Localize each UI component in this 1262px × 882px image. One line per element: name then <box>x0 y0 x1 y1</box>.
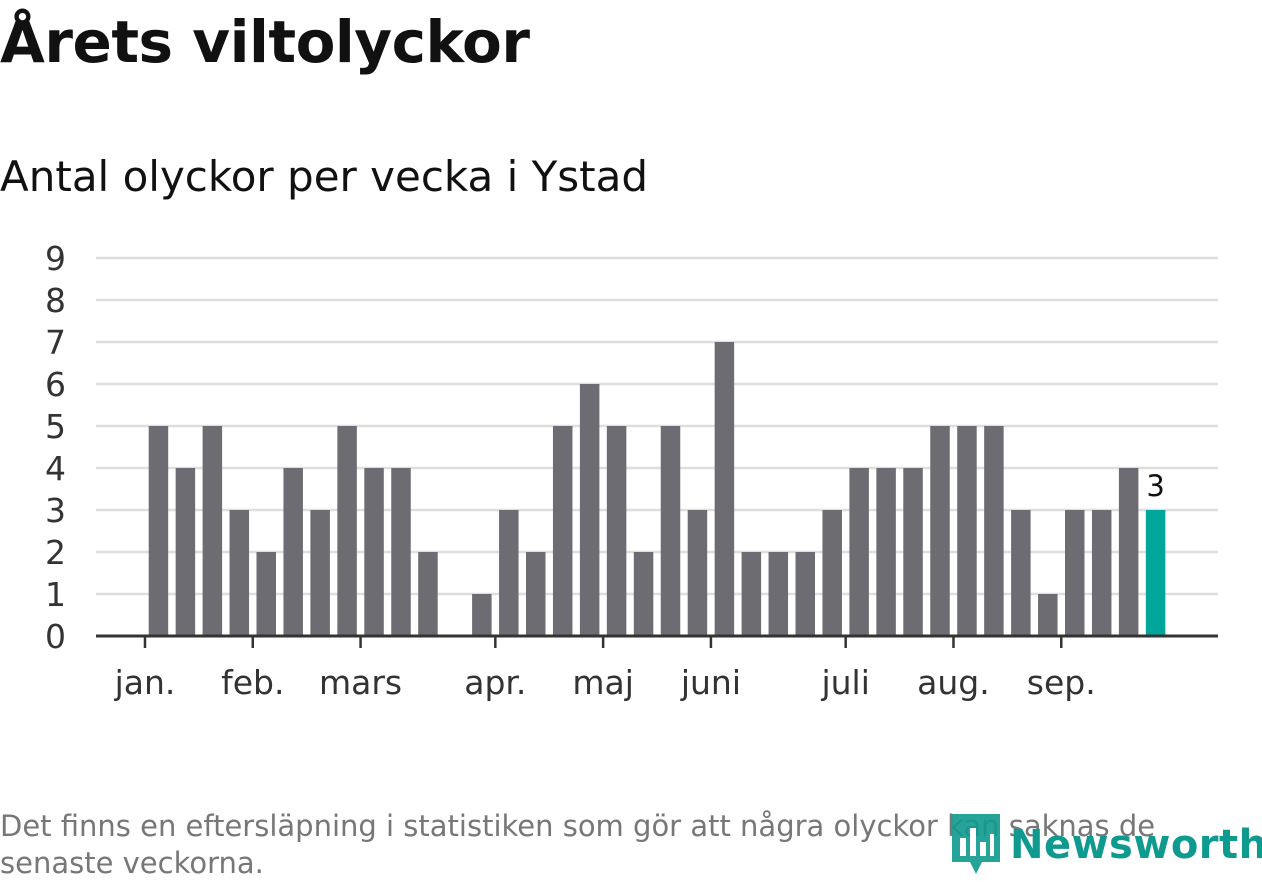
bar <box>984 426 1004 636</box>
x-tick-label: apr. <box>464 663 526 702</box>
bar <box>499 510 519 636</box>
bar <box>256 552 276 636</box>
y-tick-label: 2 <box>45 533 66 572</box>
x-tick-label: aug. <box>917 663 990 702</box>
bar <box>391 468 411 636</box>
bar <box>822 510 842 636</box>
y-tick-label: 9 <box>45 239 66 278</box>
x-tick-label: sep. <box>1027 663 1096 702</box>
bar <box>175 468 196 636</box>
data-label: 3 <box>1146 469 1164 503</box>
bar <box>364 468 384 636</box>
newsworthy-logo-icon <box>952 814 1000 874</box>
bar <box>606 426 627 636</box>
y-tick-label: 6 <box>45 365 66 404</box>
bar <box>1065 510 1085 636</box>
x-tick-label: maj <box>572 663 634 702</box>
bar <box>148 426 169 636</box>
y-tick-label: 8 <box>45 281 66 320</box>
x-tick-label: juni <box>680 663 741 702</box>
bar <box>768 552 789 636</box>
y-tick-label: 3 <box>45 491 66 530</box>
bar <box>876 468 896 636</box>
bar <box>687 510 708 636</box>
bar <box>202 426 223 636</box>
y-tick-label: 5 <box>45 407 66 446</box>
bar <box>283 468 303 636</box>
x-tick-label: juli <box>820 663 869 702</box>
brand-name: Newsworthy <box>1010 822 1262 868</box>
bar <box>957 426 977 636</box>
y-tick-label: 4 <box>45 449 66 488</box>
bar <box>1038 594 1058 636</box>
bar <box>930 426 950 636</box>
bar <box>714 342 735 636</box>
chart-subtitle: Antal olyckor per vecka i Ystad <box>0 152 649 201</box>
bar <box>418 552 438 636</box>
bar <box>579 384 600 636</box>
bar <box>633 552 654 636</box>
bar <box>741 552 762 636</box>
bar <box>229 510 250 636</box>
bar <box>552 426 573 636</box>
y-tick-label: 1 <box>45 575 66 614</box>
bar <box>337 426 357 636</box>
x-tick-label: feb. <box>221 663 284 702</box>
bar <box>903 468 923 636</box>
y-tick-label: 7 <box>45 323 66 362</box>
bar <box>472 594 492 636</box>
bar <box>310 510 330 636</box>
bar <box>526 552 546 636</box>
bar <box>795 552 815 636</box>
y-tick-label: 0 <box>45 617 66 656</box>
bar <box>1091 510 1112 636</box>
x-tick-label: mars <box>319 663 402 702</box>
bar <box>1011 510 1031 636</box>
brand-logo: Newsworthy <box>950 810 1262 880</box>
x-tick-label: jan. <box>114 663 176 702</box>
bar <box>660 426 681 636</box>
chart-title: Årets viltolyckor <box>0 8 530 76</box>
bar <box>849 468 869 636</box>
bar-highlight <box>1145 510 1166 636</box>
bar <box>1118 468 1139 636</box>
